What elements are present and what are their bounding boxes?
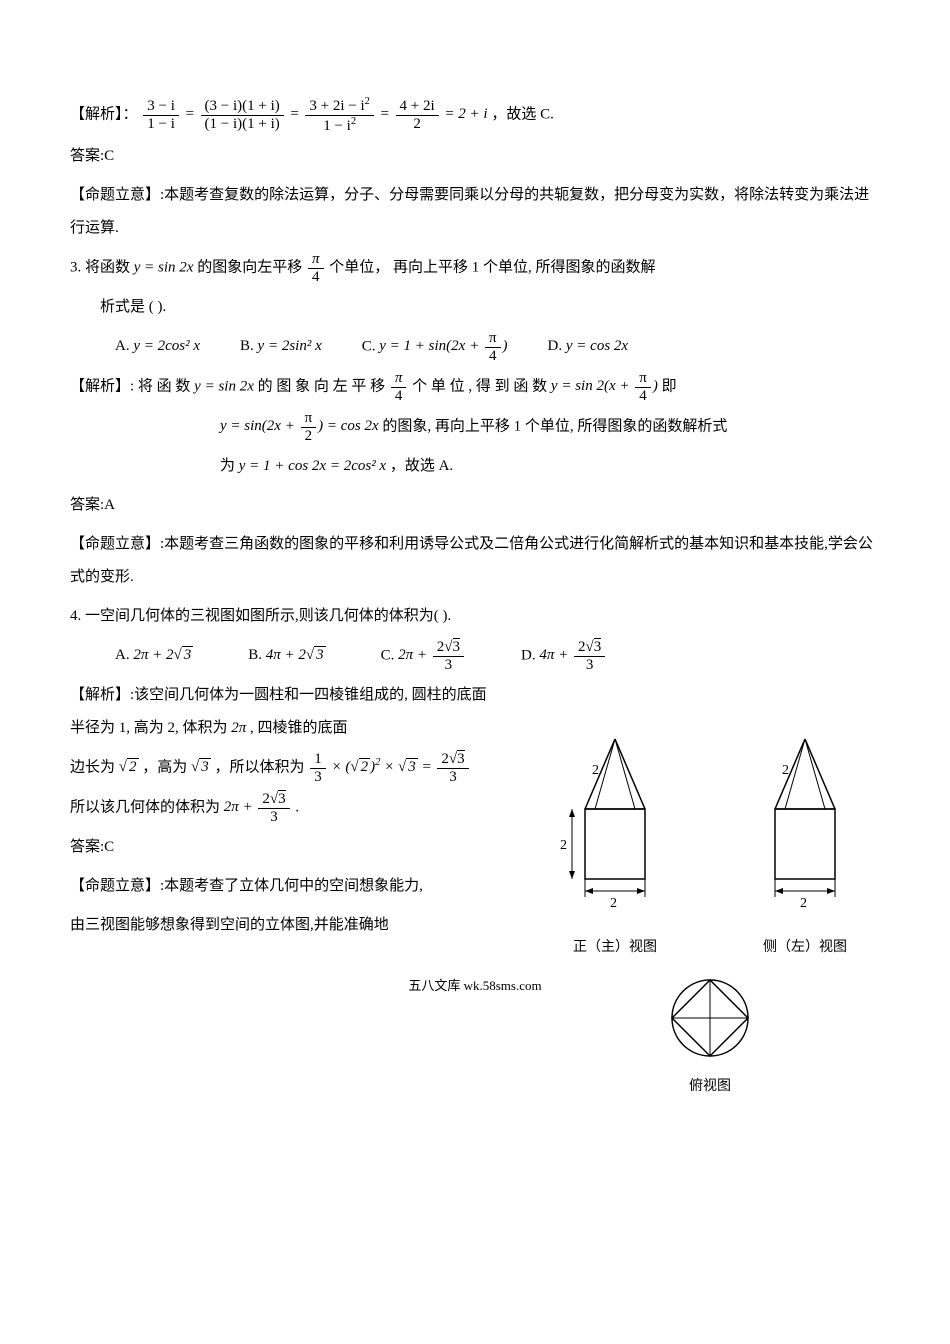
q4-opt-d: D. 4π + 2√33 bbox=[521, 639, 607, 673]
q2-answer: 答案:C bbox=[70, 140, 880, 173]
dim-2-w: 2 bbox=[610, 896, 617, 911]
side-view: 2 2 侧（左）视图 bbox=[730, 729, 880, 964]
dim-2-tri-s: 2 bbox=[782, 763, 789, 778]
q3-opt-c: C. y = 1 + sin(2x + π4) bbox=[362, 330, 508, 364]
top-view-svg bbox=[655, 968, 765, 1068]
q4-opt-c: C. 2π + 2√33 bbox=[381, 639, 466, 673]
q4-analysis-2: 边长为 √2 ，高为 √3 ，所以体积为 13 × (√2)2 × √3 = 2… bbox=[70, 751, 490, 785]
q4-figures: 2 2 2 正（主）视图 bbox=[520, 729, 900, 1103]
q4-analysis-3: 所以该几何体的体积为 2π + 2√33 . bbox=[70, 791, 490, 825]
side-view-svg: 2 2 bbox=[730, 729, 880, 929]
front-view-label: 正（主）视图 bbox=[573, 933, 657, 964]
front-view: 2 2 2 正（主）视图 bbox=[540, 729, 690, 964]
top-view: 俯视图 bbox=[520, 968, 900, 1103]
q3-stem-2: 析式是 ( ). bbox=[100, 291, 880, 324]
side-view-label: 侧（左）视图 bbox=[763, 933, 847, 964]
q3-intent: 【命题立意】:本题考查三角函数的图象的平移和利用诱导公式及二倍角公式进行化简解析… bbox=[70, 528, 880, 594]
q3-answer: 答案:A bbox=[70, 489, 880, 522]
q2-formula: 3 − i1 − i = (3 − i)(1 + i)(1 − i)(1 + i… bbox=[141, 106, 491, 122]
q4-opt-b: B. 4π + 2√3 bbox=[248, 639, 325, 673]
q4-intent-2: 由三视图能够想象得到空间的立体图,并能准确地 bbox=[70, 909, 490, 942]
dim-2-w-s: 2 bbox=[800, 896, 807, 911]
q3-options: A. y = 2cos² x B. y = 2sin² x C. y = 1 +… bbox=[115, 330, 880, 364]
q4-options: A. 2π + 2√3 B. 4π + 2√3 C. 2π + 2√33 D. … bbox=[115, 639, 880, 673]
q4-intent-1: 【命题立意】:本题考查了立体几何中的空间想象能力, bbox=[70, 870, 490, 903]
q3-analysis-2: y = sin(2x + π2) = cos 2x 的图象, 再向上平移 1 个… bbox=[220, 410, 880, 444]
q4-opt-a: A. 2π + 2√3 bbox=[115, 639, 193, 673]
q2-analysis: 【解析】： 3 − i1 − i = (3 − i)(1 + i)(1 − i)… bbox=[70, 96, 880, 134]
q3-opt-b: B. y = 2sin² x bbox=[240, 330, 322, 364]
q3-opt-d: D. y = cos 2x bbox=[548, 330, 629, 364]
dim-2-tri: 2 bbox=[592, 763, 599, 778]
q4-analysis-1: 【解析】:该空间几何体为一圆柱和一四棱锥组成的, 圆柱的底面半径为 1, 高为 … bbox=[70, 679, 490, 745]
q3-analysis-1: 【解析】: 将 函 数 y = sin 2x 的 图 象 向 左 平 移 π4 … bbox=[70, 370, 880, 404]
q4-answer: 答案:C bbox=[70, 831, 490, 864]
q3-analysis-3: 为 y = 1 + cos 2x = 2cos² x ，故选 A. bbox=[220, 450, 880, 483]
analysis-label: 【解析】： bbox=[70, 106, 138, 122]
dim-2-h: 2 bbox=[560, 838, 567, 853]
q3-opt-a: A. y = 2cos² x bbox=[115, 330, 200, 364]
front-view-svg: 2 2 2 bbox=[540, 729, 690, 929]
q2-intent: 【命题立意】:本题考查复数的除法运算，分子、分母需要同乘以分母的共轭复数，把分母… bbox=[70, 179, 880, 245]
q3-stem: 3. 将函数 y = sin 2x 的图象向左平移 π4 个单位， 再向上平移 … bbox=[70, 251, 880, 285]
top-view-label: 俯视图 bbox=[689, 1072, 731, 1103]
q4-stem: 4. 一空间几何体的三视图如图所示,则该几何体的体积为( ). bbox=[70, 600, 880, 633]
